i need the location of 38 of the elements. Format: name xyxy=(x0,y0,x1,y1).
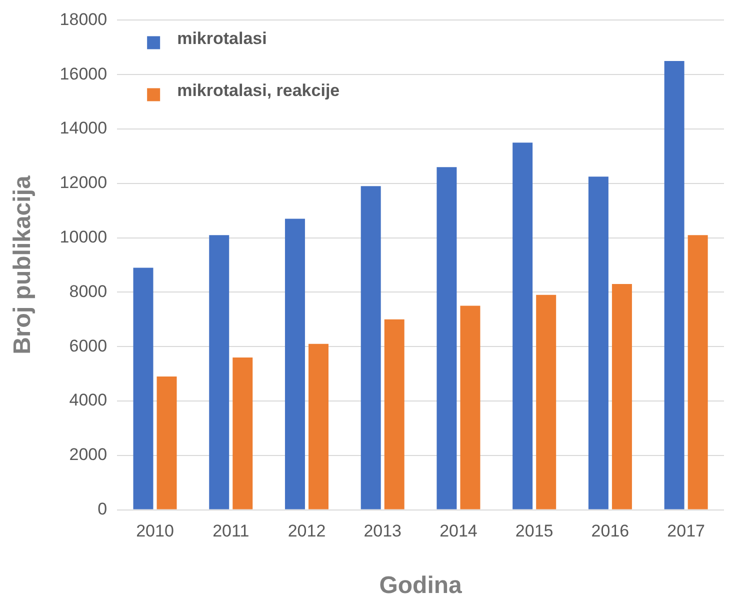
bar xyxy=(512,142,533,510)
bar xyxy=(232,357,253,510)
x-tick-label: 2014 xyxy=(440,522,478,541)
legend-label: mikrotalasi, reakcije xyxy=(177,80,340,100)
y-tick-label: 18000 xyxy=(60,10,108,29)
bar xyxy=(156,376,177,510)
x-tick-label: 2015 xyxy=(515,522,554,541)
y-tick-label: 10000 xyxy=(60,227,108,246)
bar xyxy=(133,268,154,510)
bar xyxy=(664,61,684,510)
bar xyxy=(612,284,632,510)
bar xyxy=(308,344,328,510)
bar xyxy=(360,186,381,510)
y-tick-label: 6000 xyxy=(69,336,108,356)
y-tick-label: 4000 xyxy=(69,390,108,410)
x-tick-label: 2013 xyxy=(364,522,402,541)
bar xyxy=(384,319,404,510)
x-tick-label: 2016 xyxy=(591,522,630,541)
x-tick-label: 2010 xyxy=(136,522,174,541)
bar xyxy=(536,294,556,510)
bar xyxy=(460,306,480,510)
y-tick-label: 12000 xyxy=(60,173,108,192)
y-tick-label: 14000 xyxy=(60,118,108,138)
y-axis-title: Broj publikacija xyxy=(9,174,36,354)
y-tick-label: 0 xyxy=(98,499,108,518)
bar xyxy=(436,167,457,510)
y-tick-label: 2000 xyxy=(69,445,108,464)
x-tick-label: 2011 xyxy=(212,522,250,541)
x-tick-label: 2017 xyxy=(667,522,705,541)
bar xyxy=(588,176,608,510)
y-tick-label: 8000 xyxy=(69,282,108,301)
bar xyxy=(688,235,708,510)
x-axis-title: Godina xyxy=(379,572,463,600)
legend-label: mikrotalasi xyxy=(177,28,267,48)
bar xyxy=(209,235,230,510)
y-tick-label: 16000 xyxy=(60,64,108,84)
bar xyxy=(284,218,305,510)
x-tick-label: 2012 xyxy=(288,522,326,541)
